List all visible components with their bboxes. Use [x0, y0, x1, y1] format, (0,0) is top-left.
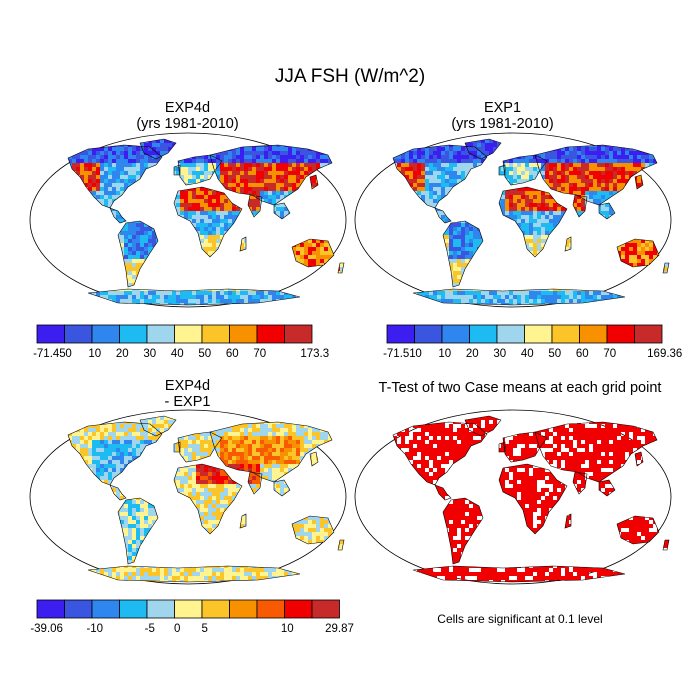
colorbar-label: 40: [171, 348, 184, 360]
coastlines: [67, 138, 345, 306]
colorbar-swatch: [496, 324, 525, 344]
map-ttest: [354, 409, 672, 585]
figure-title: JJA FSH (W/m^2): [274, 66, 426, 87]
panel-title-line2: (yrs 1981-2010): [136, 116, 239, 132]
map-exp4d: [29, 132, 347, 308]
panel-title-diff: EXP4d - EXP1: [40, 378, 335, 410]
coastlines: [392, 415, 670, 583]
colorbar-label: 50: [198, 348, 211, 360]
colorbar-label: -71.51: [383, 348, 416, 360]
panel-title-line1: EXP1: [483, 100, 522, 116]
colorbar-swatch: [36, 324, 65, 344]
colorbar-swatch: [91, 599, 120, 619]
colorbar-label: 10: [438, 348, 451, 360]
colorbar-swatch: [146, 599, 175, 619]
colorbar-swatch: [579, 324, 608, 344]
colorbar-label: 20: [116, 348, 129, 360]
colorbar-label: 30: [493, 348, 506, 360]
colorbar-swatch: [256, 599, 285, 619]
colorbar-swatch: [229, 599, 258, 619]
colorbar-swatch: [64, 599, 93, 619]
colorbar-label: -5: [145, 623, 155, 635]
colorbar-swatch: [146, 324, 175, 344]
colorbar-swatch: [36, 599, 65, 619]
panel-title-exp4d: EXP4d (yrs 1981-2010): [40, 100, 335, 132]
colorbar-swatch: [201, 324, 230, 344]
panel-title-line1: EXP4d: [164, 100, 211, 116]
colorbar-swatch: [284, 324, 313, 344]
colorbar-exp4d: -71.45 0 10 20 30 40 50 60 70 173.3: [33, 324, 329, 365]
colorbar-swatch: [551, 324, 580, 344]
map-diff: [29, 409, 347, 585]
colorbar-label: 169.36: [647, 348, 682, 360]
map-exp1: [354, 132, 672, 308]
colorbar-swatch: [119, 324, 148, 344]
colorbar-label: -71.45: [33, 348, 66, 360]
colorbar-swatch: [284, 599, 313, 619]
colorbar-label: -10: [86, 623, 103, 635]
colorbar-swatch: [256, 324, 285, 344]
colorbar-label: 5: [202, 623, 208, 635]
colorbar-swatch: [606, 324, 635, 344]
colorbar-label: 10: [88, 348, 101, 360]
colorbar-swatch: [386, 324, 415, 344]
colorbar-swatch: [64, 324, 93, 344]
colorbar-label: 60: [576, 348, 589, 360]
panel-title-line2: (yrs 1981-2010): [451, 116, 554, 132]
colorbar-label: 173.3: [300, 348, 329, 360]
panel-title-line1: T-Test of two Case means at each grid po…: [378, 380, 662, 396]
colorbar-label: 60: [226, 348, 239, 360]
colorbar-label: 50: [548, 348, 561, 360]
colorbar-label: 29.87: [325, 623, 354, 635]
colorbar-exp1: -71.51 0 10 20 30 40 50 60 70 169.36: [383, 324, 682, 365]
colorbar-label: 30: [143, 348, 156, 360]
colorbar-swatch: [311, 599, 340, 619]
colorbar-label: 40: [521, 348, 534, 360]
significance-note: Cells are significant at 0.1 level: [437, 612, 603, 626]
colorbar-swatch: [174, 599, 203, 619]
colorbar-label: 0: [174, 623, 180, 635]
panel-title-line1: EXP4d: [164, 378, 211, 394]
colorbar-swatch: [201, 599, 230, 619]
coastlines: [67, 415, 345, 583]
colorbar-label: 0: [415, 348, 421, 360]
colorbar-label: -39.06: [30, 623, 63, 635]
colorbar-swatch: [634, 324, 663, 344]
colorbar-swatch: [414, 324, 443, 344]
panel-title-exp1: EXP1 (yrs 1981-2010): [355, 100, 650, 132]
colorbar-swatch: [524, 324, 553, 344]
panel-title-ttest: T-Test of two Case means at each grid po…: [355, 380, 685, 396]
colorbar-swatch: [174, 324, 203, 344]
colorbar-swatch: [119, 599, 148, 619]
colorbar-swatch: [441, 324, 470, 344]
colorbar-label: 10: [281, 623, 294, 635]
panel-title-line2: - EXP1: [164, 394, 211, 410]
coastlines: [392, 138, 670, 306]
colorbar-swatch: [469, 324, 498, 344]
colorbar-label: 20: [466, 348, 479, 360]
colorbar-diff: -39.06 -10 -5 0 5 10 29.87: [30, 599, 354, 640]
colorbar-label: 0: [65, 348, 71, 360]
colorbar-swatch: [91, 324, 120, 344]
colorbar-label: 70: [253, 348, 266, 360]
colorbar-swatch: [229, 324, 258, 344]
colorbar-label: 70: [603, 348, 616, 360]
